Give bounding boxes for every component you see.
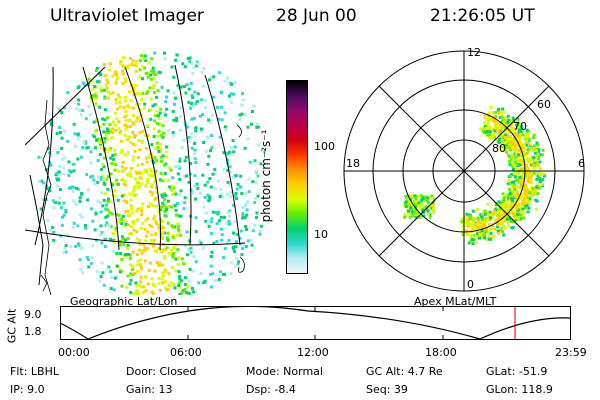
dsp-status: Dsp: -8.4	[246, 383, 296, 396]
geographic-image-panel	[25, 51, 265, 295]
mlt-label-18: 18	[346, 157, 360, 170]
instrument-title: Ultraviolet Imager	[50, 6, 204, 26]
date-label: 28 Jun 00	[276, 6, 357, 26]
mlat-label-70: 70	[513, 120, 527, 133]
altitude-tick-9: 9.0	[24, 308, 42, 321]
seq-status: Seq: 39	[366, 383, 408, 396]
mlat-label-60: 60	[537, 98, 551, 111]
polar-mlat-mlt-panel	[343, 50, 585, 292]
left-panel-caption: Geographic Lat/Lon	[70, 295, 178, 308]
altitude-axis-label: GC Alt	[5, 308, 19, 344]
colorbar-tick-10: 10	[314, 228, 328, 241]
filter-status: Flt: LBHL	[10, 365, 59, 378]
altitude-orbit-plot	[60, 306, 571, 340]
ip-status: IP: 9.0	[10, 383, 45, 396]
time-tick-1800: 18:00	[425, 346, 457, 359]
glon-status: GLon: 118.9	[486, 383, 553, 396]
time-tick-2359: 23:59	[555, 346, 587, 359]
polar-panel-caption: Apex MLat/MLT	[414, 295, 497, 308]
time-tick-1200: 12:00	[297, 346, 329, 359]
mode-status: Mode: Normal	[246, 365, 323, 378]
mlt-label-12: 12	[467, 46, 481, 59]
mlt-label-0: 0	[467, 278, 474, 291]
mlt-label-6: 6	[578, 157, 585, 170]
altitude-tick-1-8: 1.8	[24, 325, 42, 338]
time-label: 21:26:05 UT	[430, 6, 535, 26]
colorbar-label: photon cm⁻²s⁻¹	[259, 129, 273, 223]
colorbar	[286, 80, 308, 274]
gain-status: Gain: 13	[126, 383, 173, 396]
time-tick-0000: 00:00	[58, 346, 90, 359]
mlat-label-80: 80	[492, 142, 506, 155]
glat-status: GLat: -51.9	[486, 365, 548, 378]
gc-alt-status: GC Alt: 4.7 Re	[366, 365, 443, 378]
colorbar-tick-100: 100	[314, 140, 335, 153]
time-tick-0600: 06:00	[170, 346, 202, 359]
door-status: Door: Closed	[126, 365, 197, 378]
